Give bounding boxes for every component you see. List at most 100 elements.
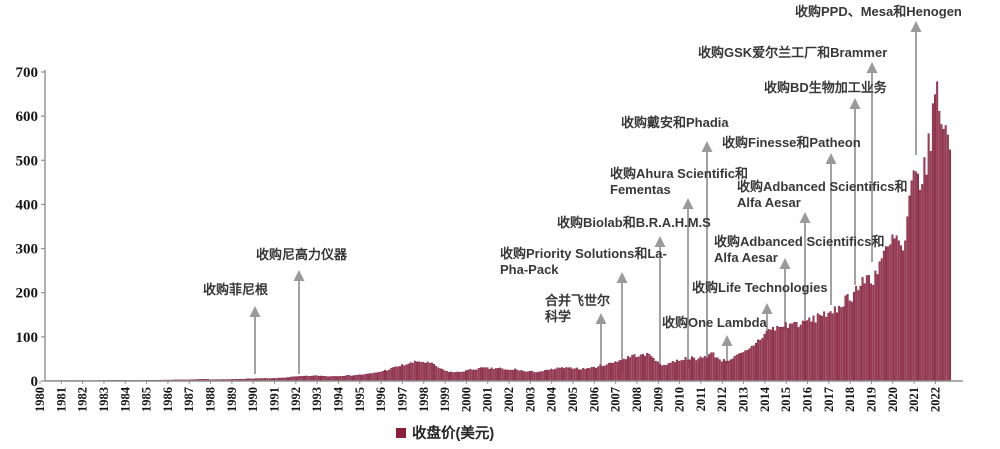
x-year-label: 1981 (54, 387, 68, 412)
price-bar (595, 367, 598, 382)
price-bar (430, 362, 433, 382)
price-bar (524, 371, 527, 382)
price-bar (443, 370, 446, 382)
price-bar (861, 277, 864, 382)
price-bar (490, 367, 493, 382)
advanced-alfa-aesar-1-label: Alfa Aesar (714, 250, 778, 265)
ppd-mesa-henogen-label: 收购PPD、Mesa和Henogen (795, 4, 962, 19)
x-year-label: 2006 (587, 387, 601, 412)
price-bar (838, 306, 841, 382)
fisher-merger-label: 科学 (545, 309, 571, 324)
price-bar (597, 366, 600, 382)
legend-series-label: 收盘价(美元) (412, 424, 494, 442)
price-bar (923, 157, 926, 382)
price-bar (648, 353, 651, 382)
price-bar (842, 306, 845, 382)
x-year-label: 2012 (715, 387, 729, 412)
price-bar (420, 362, 423, 382)
price-bar (876, 274, 879, 382)
price-bar (644, 355, 647, 382)
price-bar (635, 357, 638, 382)
price-bar (352, 375, 355, 382)
price-bar (772, 326, 775, 382)
price-bar (808, 317, 811, 382)
price-bar (940, 124, 943, 382)
nicolet-label: 收购尼高力仪器 (256, 247, 348, 262)
price-bar (366, 373, 369, 382)
price-bar (816, 313, 819, 382)
price-bar (494, 368, 497, 382)
price-bar (614, 361, 617, 382)
x-year-label: 2003 (523, 387, 537, 412)
life-technologies-label: 收购Life Technologies (692, 280, 828, 295)
price-bar (904, 240, 907, 382)
price-bar (844, 295, 847, 382)
price-bar (929, 151, 932, 382)
gsk-brammer-arrow-head-icon (866, 62, 878, 73)
price-bar (695, 360, 698, 382)
price-bar (388, 369, 391, 382)
y-axis-tick-labels: 0 100 200 300 400 500 600 700 (16, 65, 39, 390)
price-bar (810, 321, 813, 382)
price-bar (769, 329, 772, 382)
price-bar (697, 358, 700, 382)
price-bar (821, 315, 824, 382)
price-bar (799, 324, 802, 382)
x-year-label: 1991 (268, 387, 282, 412)
price-bar (682, 359, 685, 382)
price-bar (315, 375, 318, 382)
price-bar (686, 359, 689, 382)
price-bar (882, 250, 885, 382)
price-bar (571, 368, 574, 382)
price-bar (727, 360, 730, 382)
price-bar (840, 307, 843, 382)
price-bar (791, 323, 794, 382)
price-bar (511, 370, 514, 382)
advanced-alfa-aesar-1-label: 收购Adbanced Scientifics和 (714, 234, 884, 249)
price-bar (477, 368, 480, 382)
price-bar (748, 348, 751, 382)
price-bar (371, 373, 374, 382)
price-bar (938, 110, 941, 382)
price-bar (744, 350, 747, 382)
price-bar (492, 369, 495, 382)
x-year-label: 2020 (886, 387, 900, 412)
price-bar (592, 366, 595, 382)
price-bar (486, 367, 489, 382)
price-bar (759, 339, 762, 382)
price-bar (550, 368, 553, 382)
x-year-label: 2011 (694, 387, 708, 411)
price-bar (827, 312, 830, 382)
price-bar (761, 338, 764, 382)
priority-laphapack-label: 收购Priority Solutions和La- (500, 246, 667, 261)
price-bar (710, 352, 713, 382)
price-bar (912, 170, 915, 382)
x-year-label: 2008 (630, 387, 644, 412)
price-bar (413, 360, 416, 382)
price-bar (863, 283, 866, 382)
price-bar (720, 361, 723, 382)
price-bar (774, 330, 777, 382)
price-bar (616, 361, 619, 382)
x-year-label: 1980 (33, 387, 47, 412)
price-bar (910, 180, 913, 382)
price-bar (872, 285, 875, 382)
price-bar (880, 258, 883, 382)
price-bar (801, 320, 804, 382)
x-axis-year-labels: 1980 1981 1982 1983 1984 1985 1986 1987 1988 1989… (33, 386, 942, 412)
x-year-label: 2002 (502, 387, 516, 412)
price-bar (942, 129, 945, 382)
price-bar (607, 362, 610, 382)
price-bar (925, 174, 928, 382)
x-year-label: 2013 (737, 387, 751, 412)
price-bar (484, 367, 487, 382)
price-bar (467, 369, 470, 382)
price-bar (509, 369, 512, 382)
finesse-patheon-label: 收购Finesse和Patheon (722, 135, 861, 150)
price-bar (526, 371, 529, 382)
price-bar (855, 286, 858, 382)
price-bar (488, 368, 491, 382)
axes (39, 70, 963, 384)
price-bar (627, 356, 630, 382)
